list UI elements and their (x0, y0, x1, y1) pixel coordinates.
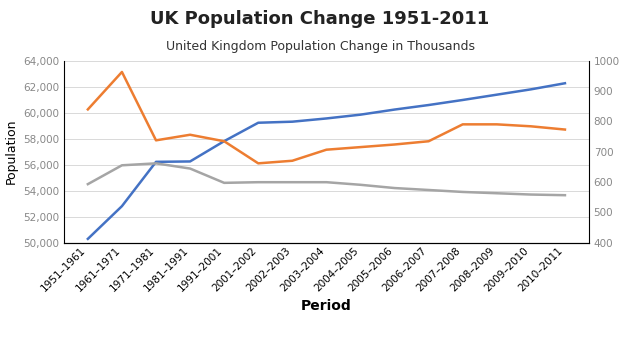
Y-axis label: Population: Population (4, 119, 17, 184)
Text: UK Population Change 1951-2011: UK Population Change 1951-2011 (150, 10, 490, 28)
X-axis label: Period: Period (301, 299, 352, 313)
Text: United Kingdom Population Change in Thousands: United Kingdom Population Change in Thou… (166, 40, 474, 54)
